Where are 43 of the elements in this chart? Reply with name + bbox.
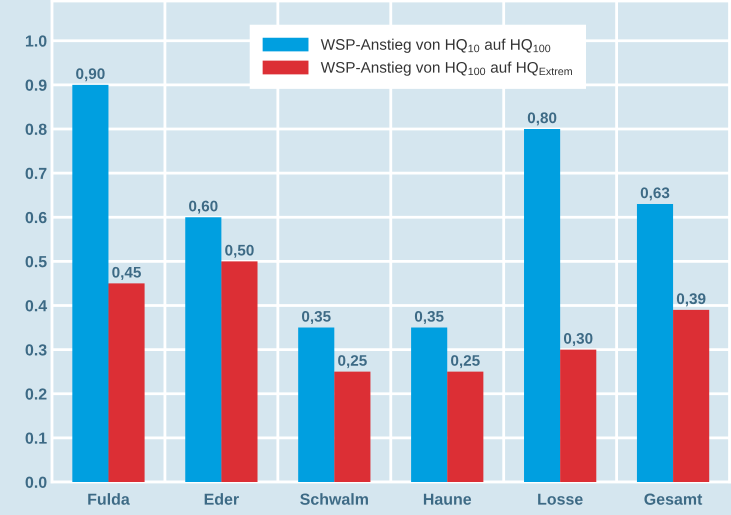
data-label: 0,25 xyxy=(451,355,480,368)
y-tick-label: 0.6 xyxy=(26,212,47,224)
x-tick-label: Losse xyxy=(538,494,583,505)
bar xyxy=(334,372,370,482)
bar xyxy=(72,84,108,482)
bar xyxy=(108,283,145,482)
bar xyxy=(447,372,484,482)
y-tick-label: 0.8 xyxy=(26,124,47,135)
x-tick-label: Gesamt xyxy=(644,494,702,505)
bar xyxy=(636,204,674,482)
y-tick-label: 0.7 xyxy=(26,168,46,180)
y-tick-label: 0.0 xyxy=(26,476,46,488)
y-tick-label: 0.9 xyxy=(26,80,47,91)
legend-label: WSP-Anstieg von HQ$_{100}$ auf HQ$_{Extrem}$ xyxy=(320,62,572,76)
bar xyxy=(411,328,448,482)
x-tick-label: Haune xyxy=(424,494,472,505)
data-label: 0,45 xyxy=(112,266,141,280)
x-tick-label: Fulda xyxy=(88,493,130,505)
bar xyxy=(560,350,596,482)
y-tick-label: 1.0 xyxy=(26,35,46,47)
data-label: 0,50 xyxy=(225,244,254,258)
data-label: 0,39 xyxy=(676,293,706,306)
bar xyxy=(524,128,560,482)
y-tick-label: 0.5 xyxy=(26,256,47,268)
x-tick-label: Schwalm xyxy=(300,493,368,505)
y-tick-label: 0.4 xyxy=(26,300,48,312)
data-label: 0,63 xyxy=(640,187,670,200)
y-tick-label: 0.1 xyxy=(26,432,47,444)
x-tick-label: Eder xyxy=(204,493,239,505)
data-label: 0,90 xyxy=(76,68,105,82)
data-label: 0,35 xyxy=(414,310,444,324)
data-label: 0,80 xyxy=(528,112,556,126)
y-tick-label: 0.3 xyxy=(26,344,47,356)
bar xyxy=(298,328,334,482)
y-tick-label: 0.2 xyxy=(26,388,46,400)
data-label: 0,30 xyxy=(564,333,592,346)
legend-label: WSP-Anstieg von HQ$_{10}$ auf HQ$_{100}$ xyxy=(320,38,550,53)
bar xyxy=(221,261,258,482)
bar xyxy=(185,217,222,482)
data-label: 0,25 xyxy=(338,355,367,368)
bar xyxy=(673,310,710,482)
data-label: 0,35 xyxy=(302,310,331,324)
data-label: 0,60 xyxy=(189,200,218,214)
